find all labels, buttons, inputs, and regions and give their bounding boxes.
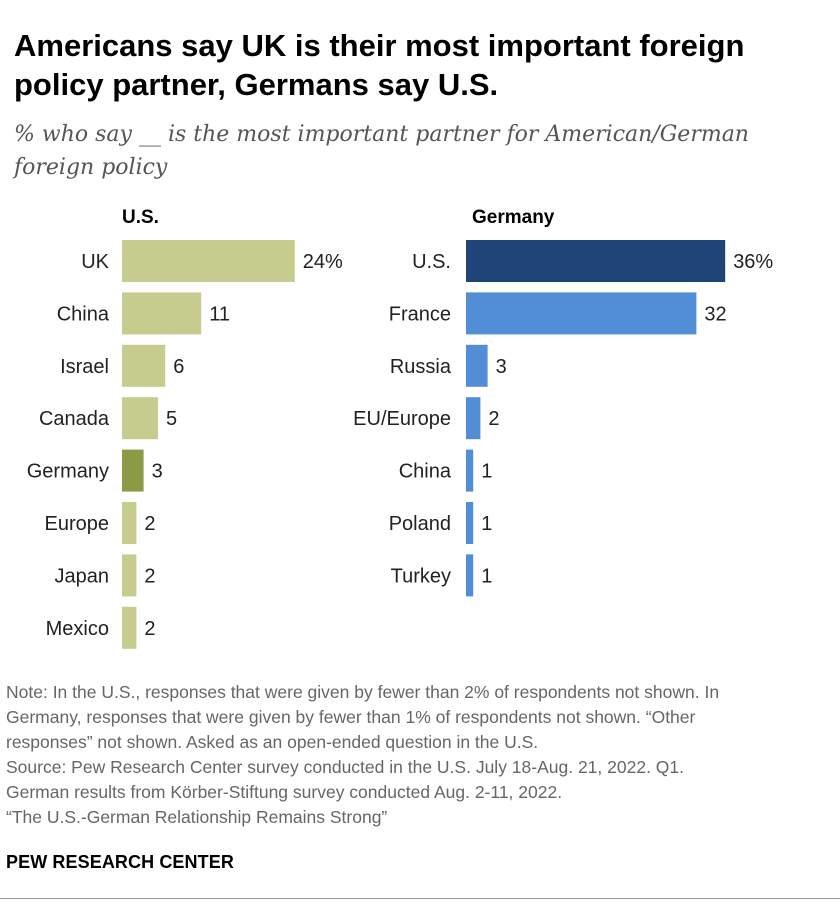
de-bar: [466, 240, 726, 282]
de-bar: [466, 397, 481, 440]
us-category-label: Europe: [45, 513, 110, 535]
de-category-label: U.S.: [412, 251, 451, 273]
us-category-label: Germany: [27, 461, 109, 483]
de-category-label: EU/Europe: [353, 408, 451, 430]
note-line: Note: In the U.S., responses that were g…: [6, 682, 720, 702]
de-value-label: 3: [496, 356, 507, 378]
us-bar: [122, 502, 137, 544]
us-category-label: Israel: [60, 356, 109, 378]
de-panel-label: Germany: [472, 207, 555, 228]
us-bar: [122, 554, 137, 597]
us-bar: [122, 606, 137, 649]
us-value-label: 3: [152, 461, 163, 483]
de-category-label: France: [389, 303, 451, 325]
notes-block: Note: In the U.S., responses that were g…: [6, 680, 834, 830]
us-value-label: 2: [144, 565, 155, 587]
de-value-label: 1: [481, 565, 492, 587]
note-line: Germany, responses that were given by fe…: [6, 707, 696, 727]
us-category-label: Mexico: [46, 618, 109, 640]
de-value-label: 36%: [733, 251, 773, 273]
note-line: responses” not shown. Asked as an open-e…: [6, 732, 539, 752]
us-panel-label: U.S.: [122, 207, 159, 228]
us-bar: [122, 292, 202, 335]
de-category-label: Poland: [389, 513, 451, 535]
us-value-label: 11: [209, 303, 230, 325]
de-bar: [466, 292, 697, 335]
de-value-label: 1: [481, 513, 492, 535]
chart-title: Americans say UK is their most important…: [14, 28, 745, 102]
us-bar: [122, 397, 158, 440]
us-category-label: Japan: [55, 565, 110, 587]
us-bar: [122, 240, 295, 282]
us-value-label: 6: [173, 356, 184, 378]
de-value-label: 2: [488, 408, 499, 430]
us-value-label: 2: [144, 618, 155, 640]
pew-logo-text: PEW RESEARCH CENTER: [6, 852, 234, 872]
de-category-label: Turkey: [391, 565, 451, 587]
report-title-line: “The U.S.-German Relationship Remains St…: [6, 807, 388, 827]
de-category-label: China: [399, 461, 452, 483]
source-line: German results from Körber-Stiftung surv…: [6, 782, 563, 802]
us-value-label: 24%: [303, 251, 343, 273]
us-category-label: China: [57, 303, 110, 325]
us-value-label: 5: [166, 408, 177, 430]
us-bar: [122, 344, 166, 387]
de-bar: [466, 554, 474, 597]
us-bar: [122, 449, 144, 492]
de-value-label: 32: [704, 303, 726, 325]
de-value-label: 1: [481, 461, 492, 483]
de-bar: [466, 344, 488, 387]
de-bar: [466, 502, 474, 544]
us-category-label: Canada: [39, 408, 110, 430]
chart-subtitle: % who say __ is the most important partn…: [14, 122, 749, 180]
us-category-label: UK: [81, 251, 109, 273]
us-value-label: 2: [144, 513, 155, 535]
de-category-label: Russia: [390, 356, 452, 378]
bottom-divider: [0, 898, 840, 899]
source-line: Source: Pew Research Center survey condu…: [6, 757, 685, 777]
de-bar: [466, 449, 474, 492]
